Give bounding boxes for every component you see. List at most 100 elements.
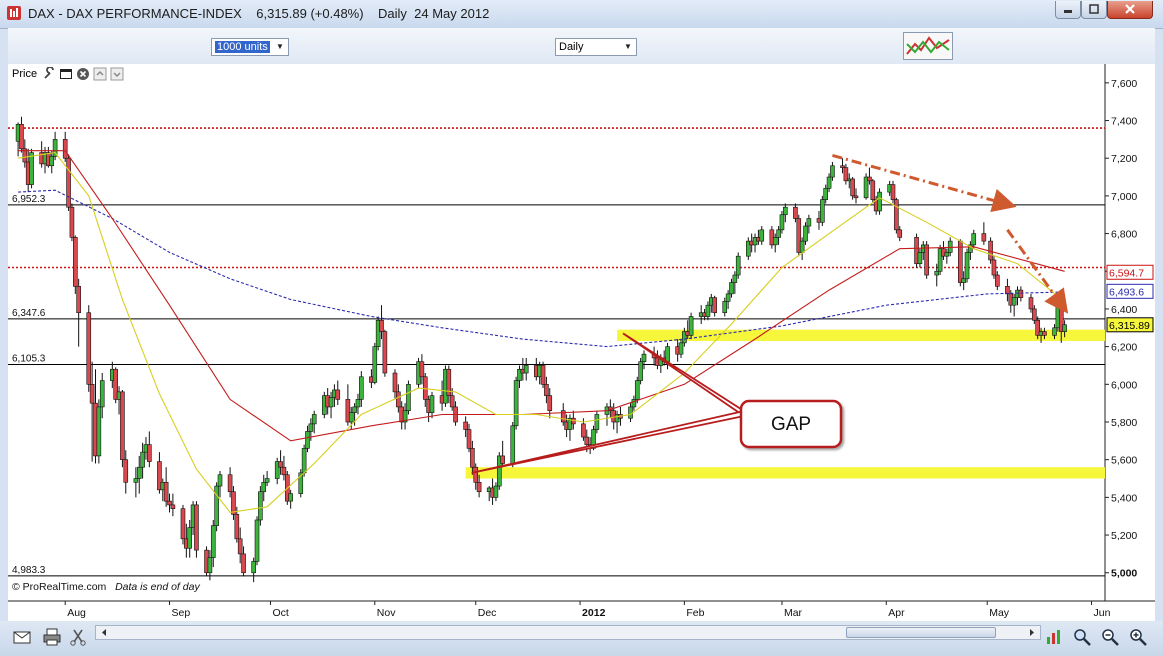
bull-candle <box>207 557 213 574</box>
bull-candle <box>49 156 55 167</box>
y-tick-label: 6,800 <box>1111 229 1137 241</box>
scroll-right-icon[interactable] <box>1025 626 1039 639</box>
y-tick-label: 5,600 <box>1111 455 1137 467</box>
scrollbar-thumb[interactable] <box>846 627 996 638</box>
window-title: DAX - DAX PERFORMANCE-INDEX 6,315.89 (+0… <box>28 6 490 21</box>
bear-candle <box>66 157 71 208</box>
bull-candle <box>729 282 734 295</box>
bear-candle <box>157 461 162 491</box>
price-panel-header: Price <box>10 66 124 82</box>
bull-candle <box>947 240 953 253</box>
bear-candle <box>123 459 129 483</box>
close-circle-icon[interactable] <box>76 67 90 81</box>
bull-candle <box>210 525 216 558</box>
chart-panel[interactable]: 6,952.3 6,347.6 6,105.3 4,983.3 5,000 5,200 5… <box>8 64 1155 621</box>
x-tick-label: Dec <box>478 607 497 619</box>
bull-candle <box>372 346 378 383</box>
bull-candle <box>258 491 263 521</box>
restore-button[interactable] <box>1081 1 1107 19</box>
bear-candle <box>62 139 68 159</box>
bull-candle <box>375 319 381 347</box>
bull-candle <box>641 353 647 363</box>
bull-candle <box>665 346 670 363</box>
bear-candle <box>1028 297 1034 310</box>
y-tick-label: 6,200 <box>1111 342 1137 354</box>
bull-candle <box>513 380 519 427</box>
bull-candle <box>328 397 334 408</box>
x-tick-label: Apr <box>888 607 905 619</box>
scroll-left-icon[interactable] <box>97 626 111 639</box>
ma-200-line <box>18 189 1065 348</box>
zoom-auto-icon[interactable] <box>1072 627 1092 647</box>
bull-candle <box>298 472 304 494</box>
bear-candle <box>241 553 246 574</box>
zoom-out-icon[interactable] <box>1100 627 1120 647</box>
down-icon[interactable] <box>110 67 124 81</box>
bear-candle <box>476 481 482 493</box>
price-chart[interactable]: 6,952.3 6,347.6 6,105.3 4,983.3 5,000 5,200 5… <box>8 64 1155 621</box>
bull-candle <box>96 406 102 457</box>
price-tag <box>1106 317 1154 333</box>
bear-candle <box>463 421 468 430</box>
mail-icon[interactable] <box>12 627 32 647</box>
bull-candle <box>429 395 435 413</box>
bull-candle <box>779 214 785 231</box>
bear-candle <box>281 466 287 476</box>
bull-candle <box>352 406 357 413</box>
bear-candle <box>147 444 152 462</box>
bull-candle <box>964 252 970 280</box>
bear-candle <box>560 410 566 423</box>
y-tick-label: 5,200 <box>1111 530 1137 542</box>
x-tick-label: Aug <box>67 607 86 619</box>
close-button[interactable] <box>1107 1 1153 19</box>
x-tick-label: May <box>989 607 1010 619</box>
window-logo-icon[interactable] <box>7 6 21 20</box>
bull-candle <box>934 270 940 276</box>
bull-candle <box>776 229 781 238</box>
window-icon[interactable] <box>59 67 73 81</box>
y-tick-label: 5,800 <box>1111 417 1137 429</box>
y-tick-label: 7,600 <box>1111 78 1137 90</box>
bear-candle <box>581 423 586 438</box>
bear-candle <box>843 167 849 182</box>
bull-candle <box>251 561 256 574</box>
x-tick-label: Sep <box>172 607 191 619</box>
print-icon[interactable] <box>42 627 62 647</box>
bull-candle <box>638 361 643 381</box>
bull-candle <box>402 410 408 423</box>
y-tick-label: 7,400 <box>1111 116 1137 128</box>
bull-candle <box>1011 297 1017 306</box>
bear-candle <box>422 376 428 400</box>
bear-candle <box>22 148 28 163</box>
bear-candle <box>120 391 125 460</box>
bull-candle <box>140 451 145 468</box>
price-tag <box>1106 283 1154 299</box>
close-icon <box>1125 4 1135 14</box>
wrench-icon[interactable] <box>42 67 56 81</box>
bull-candle <box>772 237 778 246</box>
horizontal-scrollbar[interactable] <box>95 625 1041 640</box>
bear-candle <box>991 259 997 276</box>
gap-zone <box>617 329 1105 341</box>
y-tick-label: 6,400 <box>1111 304 1137 316</box>
period-dropdown[interactable]: Daily ▼ <box>555 38 637 56</box>
move-icon[interactable] <box>1044 627 1064 647</box>
minimize-button[interactable] <box>1055 1 1081 19</box>
bull-candle <box>705 304 711 317</box>
bear-candle <box>897 229 903 238</box>
bear-candle <box>850 178 855 197</box>
ma-20-line <box>18 152 1065 513</box>
zoom-in-icon[interactable] <box>1128 627 1148 647</box>
x-tick-label: Mar <box>784 607 803 619</box>
bear-candle <box>392 372 398 393</box>
up-icon[interactable] <box>93 67 107 81</box>
bull-candle <box>944 252 950 257</box>
level-label: 6,105.3 <box>12 353 46 364</box>
indicator-icon[interactable] <box>903 32 953 60</box>
bear-candle <box>500 455 505 464</box>
bear-candle <box>840 165 845 168</box>
scissors-icon[interactable] <box>68 627 88 647</box>
bull-candle <box>214 485 219 526</box>
units-dropdown[interactable]: 1000 units ▼ <box>211 38 289 56</box>
